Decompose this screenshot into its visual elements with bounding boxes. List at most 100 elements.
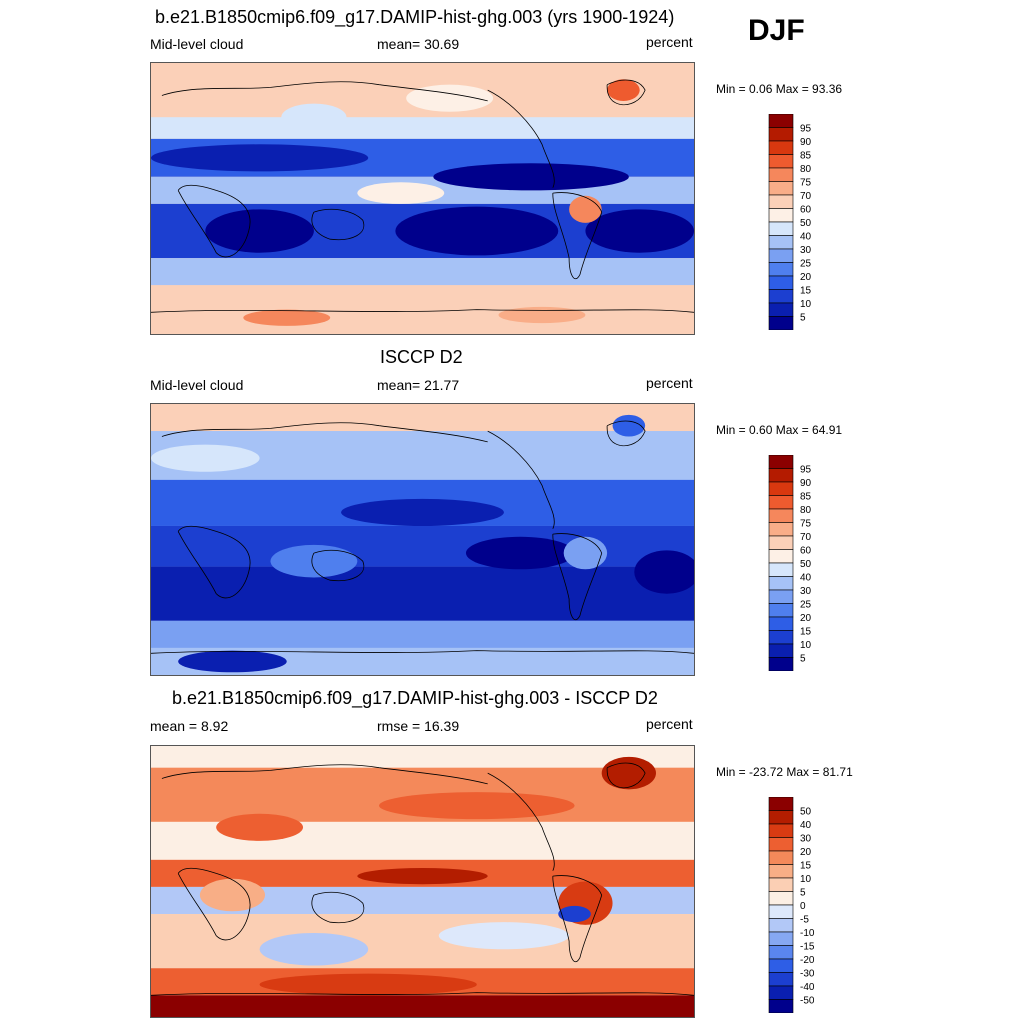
colorbar-tick-label: 10 (800, 874, 812, 885)
colorbar-tick-label: 20 (800, 613, 812, 624)
colorbar-box (768, 931, 794, 946)
coastline (161, 422, 488, 443)
colorbar-tick-label: 40 (800, 820, 812, 831)
contour-region (205, 209, 314, 253)
panel-3-colorbar: 50 40 30 20 15 10 5 0 -5 -10 -15 -20 -30 -40 -50 (768, 796, 828, 1018)
colorbar-tick-label: 15 (800, 627, 812, 638)
zonal-band (151, 117, 694, 139)
colorbar-box (768, 945, 794, 960)
colorbar-box (768, 904, 794, 919)
colorbar-box (768, 481, 794, 496)
contour-region (563, 536, 608, 570)
contour-region (558, 905, 591, 923)
contour-region (259, 932, 369, 966)
colorbar-tick-label: -40 (800, 982, 815, 993)
colorbar-box (768, 603, 794, 618)
coastline (552, 533, 603, 621)
contour-region (270, 544, 358, 578)
colorbar-box (768, 837, 794, 852)
contour-region (259, 973, 477, 996)
colorbar-box (768, 999, 794, 1014)
contour-region (341, 498, 504, 526)
colorbar-box (768, 918, 794, 933)
colorbar-tick-label: 75 (800, 178, 812, 189)
zonal-band (151, 914, 694, 969)
colorbar-tick-label: 30 (800, 586, 812, 597)
colorbar-box (768, 113, 794, 128)
coastline (606, 762, 646, 789)
contour-region (379, 792, 575, 820)
panel-2-map-svg (151, 404, 694, 675)
colorbar-box (768, 495, 794, 510)
contour-region (569, 195, 602, 223)
contour-region (406, 84, 494, 112)
coastline (487, 430, 555, 529)
colorbar-box (768, 576, 794, 591)
colorbar-box (768, 316, 794, 331)
contour-region (357, 182, 445, 204)
panel-1-title: b.e21.B1850cmip6.f09_g17.DAMIP-hist-ghg.… (155, 7, 675, 27)
contour-region (601, 756, 656, 790)
colorbar-tick-label: -15 (800, 942, 815, 953)
colorbar-tick-label: 30 (800, 245, 812, 256)
coastline (311, 208, 365, 241)
panel-2-title: ISCCP D2 (380, 347, 463, 367)
colorbar-box (768, 643, 794, 658)
coastline (151, 650, 694, 654)
colorbar-tick-label: 60 (800, 546, 812, 557)
contour-region (243, 309, 331, 326)
colorbar-tick-label: 25 (800, 259, 812, 270)
panel-1-variable-label: Mid-level cloud (150, 36, 244, 52)
colorbar-tick-label: 90 (800, 137, 812, 148)
contour-region (585, 209, 694, 253)
colorbar-box (768, 454, 794, 469)
coastline (177, 184, 251, 258)
zonal-band (151, 258, 694, 286)
panel-2-mean-label: mean= 21.77 (377, 377, 460, 393)
contour-region (216, 813, 304, 841)
coastline (606, 79, 646, 106)
colorbar-box (768, 616, 794, 631)
panel-3-map-svg (151, 746, 694, 1017)
colorbar-box (768, 140, 794, 155)
colorbar-box (768, 248, 794, 263)
colorbar-box (768, 208, 794, 223)
colorbar-box (768, 823, 794, 838)
coastline (606, 420, 646, 447)
coastline (177, 525, 251, 599)
panel-3-minmax: Min = -23.72 Max = 81.71 (716, 765, 853, 779)
colorbar-box (768, 508, 794, 523)
coastline (177, 867, 251, 941)
colorbar-tick-label: 85 (800, 492, 812, 503)
colorbar-box (768, 891, 794, 906)
colorbar-tick-label: 90 (800, 478, 812, 489)
colorbar-box (768, 810, 794, 825)
colorbar-tick-label: 20 (800, 847, 812, 858)
coastline (311, 549, 365, 582)
zonal-band (151, 746, 694, 768)
colorbar-tick-label: -30 (800, 969, 815, 980)
colorbar-box (768, 289, 794, 304)
coastline (151, 992, 694, 996)
colorbar-tick-label: 50 (800, 559, 812, 570)
colorbar-box (768, 657, 794, 672)
panel-3-map (150, 745, 695, 1018)
colorbar-box (768, 562, 794, 577)
panel-2-minmax: Min = 0.60 Max = 64.91 (716, 423, 843, 437)
contour-region (178, 650, 287, 673)
contour-region (281, 103, 347, 131)
colorbar-tick-label: 5 (800, 313, 806, 324)
contour-region (357, 867, 488, 885)
coastline (161, 764, 488, 785)
panel-1-colorbar: 95 90 85 80 75 70 60 50 40 30 25 20 15 10 5 (768, 113, 828, 335)
colorbar-box (768, 154, 794, 169)
colorbar-box (768, 302, 794, 317)
colorbar-box (768, 262, 794, 277)
panel-3-rmse-label: rmse = 16.39 (377, 718, 460, 734)
colorbar-box (768, 864, 794, 879)
colorbar-tick-label: 50 (800, 218, 812, 229)
coastline (487, 89, 555, 188)
colorbar-box (768, 589, 794, 604)
colorbar-tick-label: 0 (800, 901, 806, 912)
colorbar-box (768, 535, 794, 550)
